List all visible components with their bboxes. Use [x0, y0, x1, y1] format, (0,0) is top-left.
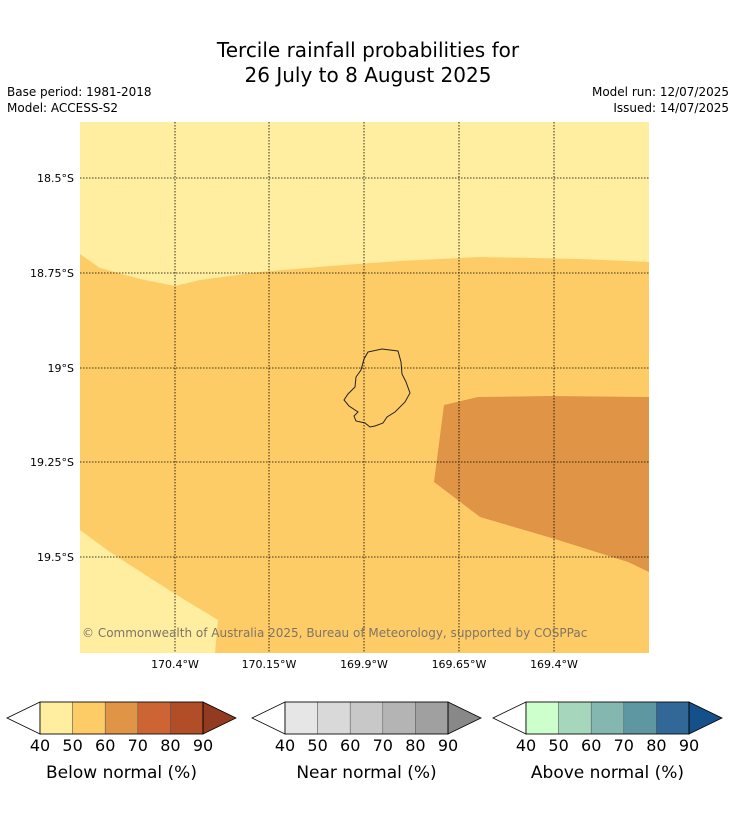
- colorbar-1-extend-high: [447, 701, 482, 735]
- region-below-40-50-north: [80, 122, 649, 286]
- colorbar-0-tick-4: 80: [160, 736, 180, 755]
- colorbar-2-segment-3: [623, 701, 657, 735]
- colorbar-0-extend-high: [202, 701, 237, 735]
- lat-label-18-75: 18.75°S: [30, 267, 74, 280]
- meta-right: Model run: 12/07/2025 Issued: 14/07/2025: [592, 84, 729, 116]
- colorbar-0-segment-1: [72, 701, 106, 735]
- lon-label-169-65: 169.65°W: [432, 658, 487, 671]
- colorbar-0-tick-1: 50: [62, 736, 82, 755]
- lon-label-170-15: 170.15°W: [242, 658, 297, 671]
- colorbar-0-segment-0: [39, 701, 73, 735]
- colorbar-1-outline: [284, 701, 449, 735]
- colorbar-2-segment-4: [656, 701, 690, 735]
- colorbar-2-segment-2: [590, 701, 625, 735]
- colorbar-1-tick-0: 40: [275, 736, 295, 755]
- colorbar-0-segment-4: [170, 701, 204, 735]
- gridlines: [80, 122, 649, 653]
- colorbar-2-tick-0: 40: [516, 736, 536, 755]
- lon-label-169-9: 169.9°W: [340, 658, 388, 671]
- colorbar-0-label: Below normal (%): [46, 763, 197, 783]
- colorbar-1-extend-low: [251, 701, 286, 735]
- region-below-40-50-southwest: [80, 530, 218, 653]
- colorbar-0-extend-low: [6, 701, 41, 735]
- colorbar-1-label: Near normal (%): [296, 763, 436, 783]
- region-below-60-70-southeast: [434, 396, 649, 572]
- colorbar-1-segment-1: [317, 701, 351, 735]
- lat-label-19-25: 19.25°S: [30, 456, 74, 469]
- model-run: Model run: 12/07/2025: [591, 85, 729, 99]
- colorbar-0-tick-3: 70: [128, 736, 148, 755]
- colorbar-0-segment-2: [104, 701, 139, 735]
- colorbar-1-tick-1: 50: [307, 736, 327, 755]
- copyright-notice: © Commonwealth of Australia 2025, Bureau…: [82, 626, 587, 640]
- map-title: Tercile rainfall probabilities for 26 Ju…: [0, 38, 736, 88]
- colorbar-1-tick-4: 80: [405, 736, 425, 755]
- colorbar-0-tick-5: 90: [193, 736, 213, 755]
- issued-date: Issued: 14/07/2025: [613, 101, 729, 115]
- lon-label-169-4: 169.4°W: [530, 658, 578, 671]
- base-period: Base period: 1981-2018: [7, 85, 152, 99]
- colorbar-2-label: Above normal (%): [531, 763, 684, 783]
- colorbar-above-normal: 40 50 60 70 80 90 Above normal (%): [492, 701, 723, 783]
- colorbar-2-extend-low: [492, 701, 527, 735]
- colorbar-1-segment-0: [284, 701, 318, 735]
- colorbar-1-segment-3: [382, 701, 416, 735]
- colorbar-2-tick-5: 90: [679, 736, 699, 755]
- colorbar-2-outline: [525, 701, 690, 735]
- colorbar-0-outline: [39, 701, 204, 735]
- lon-label-170-4: 170.4°W: [151, 658, 199, 671]
- title-line-1: Tercile rainfall probabilities for: [216, 38, 520, 62]
- colorbar-1-segment-2: [349, 701, 384, 735]
- lat-label-19-5: 19.5°S: [37, 551, 74, 564]
- colorbar-1-tick-5: 90: [438, 736, 458, 755]
- map-area: [80, 122, 649, 653]
- colorbar-2-tick-1: 50: [548, 736, 568, 755]
- colorbar-2-tick-4: 80: [646, 736, 666, 755]
- lat-label-18-5: 18.5°S: [37, 172, 74, 185]
- colorbar-2-segment-1: [558, 701, 592, 735]
- meta-left: Base period: 1981-2018 Model: ACCESS-S2: [7, 84, 152, 116]
- colorbar-0-segment-3: [137, 701, 171, 735]
- colorbar-2-tick-3: 70: [614, 736, 634, 755]
- colorbar-2-segment-0: [525, 701, 559, 735]
- colorbar-0-tick-0: 40: [30, 736, 50, 755]
- colorbar-below-normal: 40 50 60 70 80 90 Below normal (%): [6, 701, 237, 783]
- lat-label-19: 19°S: [48, 362, 74, 375]
- model-name: Model: ACCESS-S2: [7, 101, 119, 115]
- colorbar-2-tick-2: 60: [581, 736, 601, 755]
- title-line-2: 26 July to 8 August 2025: [244, 63, 492, 87]
- colorbar-0-tick-2: 60: [95, 736, 115, 755]
- colorbar-2-extend-high: [688, 701, 723, 735]
- colorbar-1-tick-2: 60: [340, 736, 360, 755]
- island-coastline: [343, 348, 411, 428]
- colorbar-1-tick-3: 70: [373, 736, 393, 755]
- colorbar-1-segment-4: [415, 701, 449, 735]
